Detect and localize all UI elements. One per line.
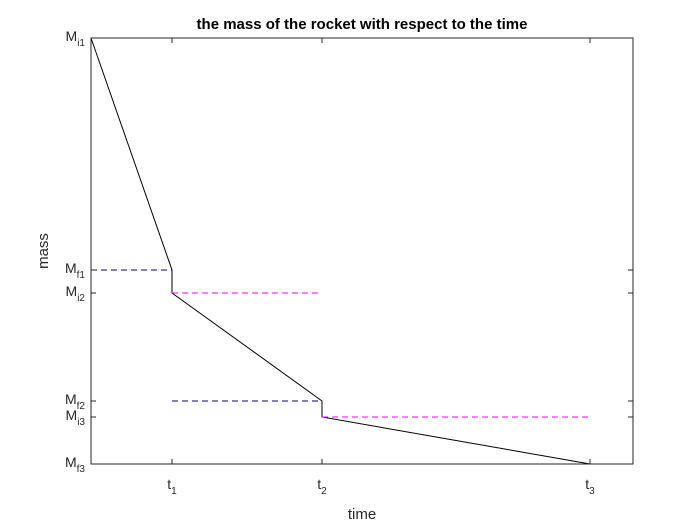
x-tick-label: t1 [167, 476, 177, 497]
y-tick-label: Mf3 [65, 454, 85, 475]
y-axis-label: mass [35, 233, 52, 269]
chart-title: the mass of the rocket with respect to t… [197, 16, 528, 33]
x-tick-label: t2 [317, 476, 327, 497]
x-axis-label: time [348, 506, 376, 523]
y-tick-label: Mi3 [66, 407, 86, 428]
axes-box [90, 37, 634, 465]
x-tick-label: t3 [585, 476, 595, 497]
y-tick-label: Mf1 [65, 260, 85, 281]
series-layer [90, 37, 591, 465]
y-tick-label: Mf2 [65, 391, 85, 412]
series-line-1 [90, 37, 591, 465]
y-tick-label: Mi1 [66, 28, 86, 49]
y-tick-label: Mi2 [66, 283, 86, 304]
